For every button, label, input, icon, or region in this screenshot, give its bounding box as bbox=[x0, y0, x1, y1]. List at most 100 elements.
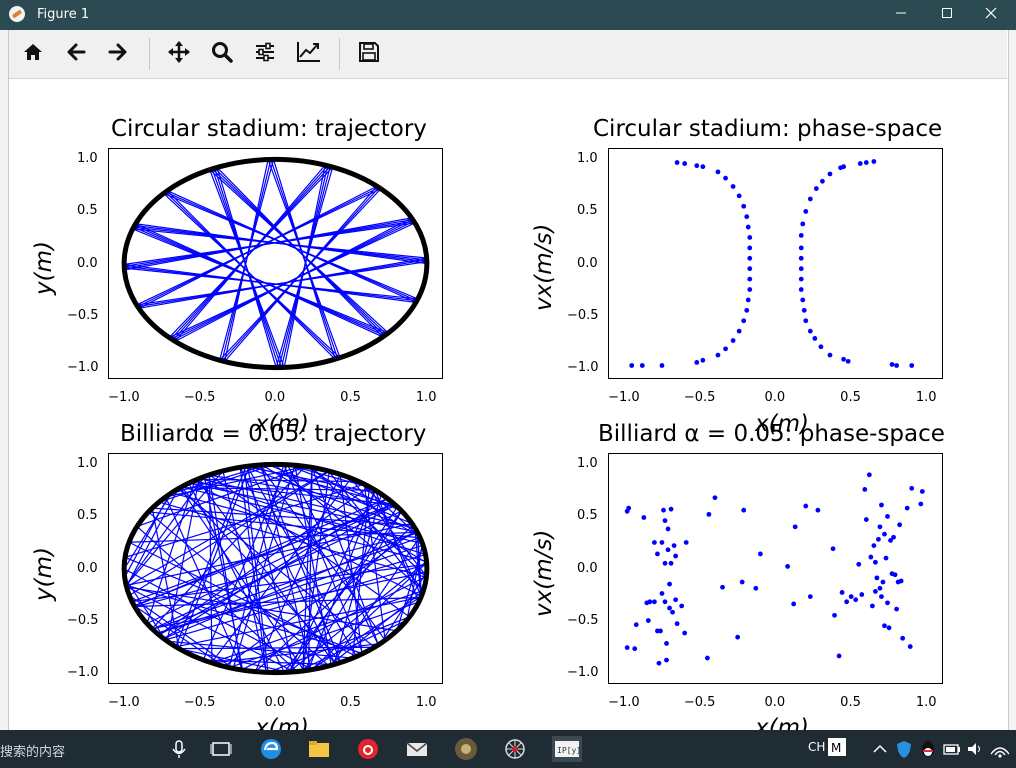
phase-point bbox=[741, 318, 747, 324]
trajectory-segment bbox=[134, 596, 421, 608]
phase-point bbox=[704, 655, 710, 661]
phase-point bbox=[839, 590, 845, 595]
trajectory-segment bbox=[333, 493, 382, 665]
phase-point bbox=[836, 653, 842, 659]
x-axis-label: x(m) bbox=[255, 411, 309, 437]
plot-title: Circular stadium: trajectory bbox=[111, 116, 427, 142]
trajectory-segment bbox=[166, 478, 200, 642]
shield-icon[interactable] bbox=[894, 736, 920, 762]
maximize-icon bbox=[942, 8, 952, 18]
zoom-icon bbox=[212, 42, 233, 63]
game-app-icon[interactable] bbox=[453, 736, 479, 762]
x-tick-label: 0.5 bbox=[840, 695, 861, 710]
phase-point bbox=[889, 362, 895, 367]
maximize-button[interactable] bbox=[924, 0, 970, 30]
trajectory-segment bbox=[134, 532, 418, 608]
trajectory-segment bbox=[239, 467, 336, 665]
phase-point bbox=[882, 623, 887, 629]
trajectory-segment bbox=[125, 470, 224, 586]
plot-title: Billiard α = 0.05: phase-space bbox=[598, 421, 945, 447]
edge-browser-icon[interactable] bbox=[258, 736, 284, 762]
mail-icon[interactable] bbox=[404, 736, 430, 762]
phase-point bbox=[674, 621, 680, 627]
trajectory-segment bbox=[124, 267, 418, 300]
y-tick-label: −1.0 bbox=[67, 664, 99, 680]
taskbar-search-text[interactable]: 搜索的内容 bbox=[0, 745, 66, 760]
trajectory-segment bbox=[203, 659, 334, 666]
phase-point bbox=[673, 597, 678, 603]
vx-label: vx(m/s) bbox=[531, 223, 557, 311]
phase-point bbox=[745, 224, 751, 230]
y-tick-label: 1.0 bbox=[577, 456, 598, 472]
phase-point bbox=[800, 297, 806, 303]
file-explorer-icon[interactable] bbox=[306, 736, 332, 762]
forward-button[interactable] bbox=[100, 34, 136, 70]
phase-point bbox=[792, 524, 798, 530]
ipython-taskbar-icon[interactable]: IP[y]: bbox=[552, 736, 586, 762]
ime-indicator[interactable]: CH bbox=[808, 740, 826, 754]
trajectory-segment bbox=[181, 486, 423, 545]
zoom-button[interactable] bbox=[204, 34, 240, 70]
minimize-button[interactable] bbox=[878, 0, 924, 30]
edit-axes-button[interactable] bbox=[291, 34, 327, 70]
phase-point bbox=[656, 660, 662, 666]
taskbar: 搜索的内容 IP[y]: CH M bbox=[0, 730, 1016, 768]
home-button[interactable] bbox=[15, 34, 51, 70]
trajectory-segment bbox=[151, 571, 427, 630]
microphone-icon[interactable] bbox=[166, 736, 192, 762]
phase-point bbox=[747, 255, 753, 261]
y-tick-label: 1.0 bbox=[577, 151, 598, 167]
input-method-icon[interactable]: M bbox=[828, 738, 846, 756]
x-tick-label: 0.5 bbox=[840, 390, 861, 405]
trajectory-segment bbox=[283, 165, 326, 368]
x-tick-label: −0.5 bbox=[683, 390, 716, 405]
save-button[interactable] bbox=[351, 34, 387, 70]
axes-phase-circular bbox=[608, 148, 943, 379]
axes-trajectory-circular bbox=[108, 148, 443, 379]
phase-point bbox=[874, 575, 880, 581]
figure-canvas[interactable]: Circular stadium: trajectory y(m) x(m) C… bbox=[9, 79, 1007, 741]
volume-icon[interactable] bbox=[965, 736, 991, 762]
qq-icon[interactable] bbox=[918, 736, 944, 762]
pan-icon bbox=[168, 41, 190, 63]
y-tick-label: 0.5 bbox=[577, 203, 598, 219]
trajectory-segment bbox=[239, 467, 267, 673]
netease-music-icon[interactable] bbox=[355, 736, 381, 762]
phase-point bbox=[883, 555, 889, 561]
trajectory-segment bbox=[174, 217, 412, 342]
background-window-edge-left bbox=[0, 30, 9, 730]
x-tick-label: 1.0 bbox=[415, 695, 437, 710]
phase-point bbox=[832, 612, 837, 618]
chevron-up-icon[interactable] bbox=[870, 736, 896, 762]
phase-point bbox=[694, 163, 700, 169]
subplots-button[interactable] bbox=[247, 34, 283, 70]
battery-icon[interactable] bbox=[942, 736, 968, 762]
back-button[interactable] bbox=[58, 34, 94, 70]
x-tick-label: 1.0 bbox=[915, 695, 937, 710]
task-view-icon[interactable] bbox=[208, 736, 234, 762]
wifi-icon[interactable] bbox=[988, 736, 1014, 762]
trajectory-segment bbox=[358, 481, 421, 538]
pan-button[interactable] bbox=[161, 34, 197, 70]
phase-point bbox=[886, 625, 892, 631]
phase-point bbox=[658, 628, 663, 634]
phase-point bbox=[715, 352, 721, 358]
close-button[interactable] bbox=[968, 0, 1014, 30]
phase-point bbox=[807, 594, 813, 600]
phase-point bbox=[894, 606, 899, 612]
trajectory-segment bbox=[124, 217, 412, 271]
svg-text:IP[y]:: IP[y]: bbox=[557, 746, 582, 755]
trajectory-segment bbox=[178, 465, 251, 650]
trajectory-segment bbox=[228, 601, 419, 669]
phase-point bbox=[877, 585, 883, 591]
phase-plot-circular bbox=[629, 159, 915, 368]
phase-point bbox=[807, 328, 813, 334]
trajectory-segment bbox=[131, 505, 397, 603]
phase-point bbox=[712, 495, 718, 501]
phase-point bbox=[679, 603, 685, 609]
y-tick-label: 0.0 bbox=[577, 560, 598, 576]
phase-point bbox=[848, 594, 854, 600]
spider-app-icon[interactable] bbox=[502, 736, 528, 762]
trajectory-segment bbox=[202, 464, 288, 661]
y-axis-label: y(m) bbox=[31, 241, 57, 295]
